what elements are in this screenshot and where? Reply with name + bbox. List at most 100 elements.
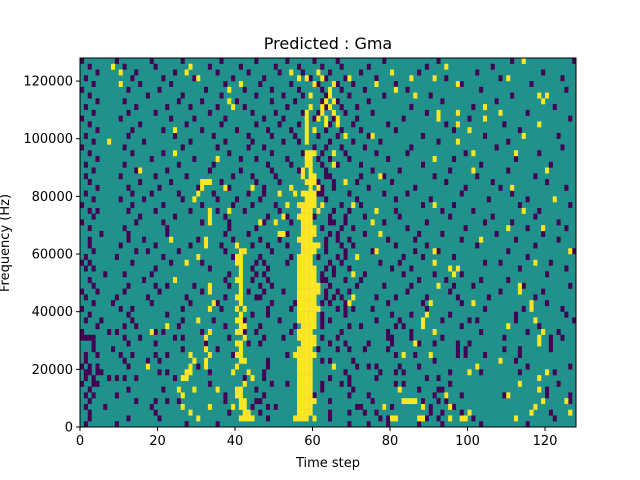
heatmap-cell-low [258, 282, 263, 289]
heatmap-cell-low [258, 236, 263, 243]
heatmap-cell-high [312, 311, 317, 318]
heatmap-cell-high [304, 317, 309, 324]
heatmap-cell-low [483, 132, 488, 139]
heatmap-cell-low [114, 375, 119, 382]
heatmap-cell-high [207, 288, 212, 295]
heatmap-cell-low [362, 213, 367, 220]
heatmap-cell-high [308, 311, 313, 318]
heatmap-cell-low [436, 58, 441, 64]
heatmap-cell-high [308, 403, 313, 410]
heatmap-cell-high [304, 328, 309, 335]
heatmap-cell-high [308, 202, 313, 209]
heatmap-cell-high [227, 98, 232, 105]
heatmap-cell-high [537, 386, 542, 393]
heatmap-cell-low [180, 334, 185, 341]
heatmap-cell-low [568, 392, 573, 399]
heatmap-cell-low [343, 300, 348, 307]
heatmap-cell-high [281, 230, 286, 237]
heatmap-cell-low [227, 184, 232, 191]
heatmap-cell-low [87, 409, 92, 416]
heatmap-cell-low [188, 207, 193, 214]
heatmap-cell-low [401, 115, 406, 122]
heatmap-cell-low [223, 81, 228, 87]
heatmap-cell-high [308, 173, 313, 180]
heatmap-cell-low [262, 369, 267, 376]
heatmap-cell-low [83, 352, 88, 358]
heatmap-cell-low [289, 254, 294, 260]
heatmap-cell-low [502, 346, 507, 353]
heatmap-cell-low [362, 86, 367, 93]
heatmap-cell-low [347, 92, 352, 99]
heatmap-cell-low [335, 254, 340, 260]
heatmap-cell-high [235, 317, 240, 324]
heatmap-cell-low [328, 282, 333, 289]
heatmap-cell-low [165, 311, 170, 318]
heatmap-cell-low [502, 334, 507, 341]
heatmap-cell-high [184, 259, 189, 266]
heatmap-cell-low [238, 63, 243, 70]
heatmap-cell-low [235, 127, 240, 134]
heatmap-cell-high [297, 392, 302, 399]
heatmap-cell-low [80, 219, 85, 226]
heatmap-cell-high [304, 190, 309, 197]
heatmap-cell-low [572, 58, 577, 64]
heatmap-cell-high [320, 109, 325, 116]
heatmap-cell-low [219, 179, 224, 185]
heatmap-cell-low [118, 352, 123, 358]
heatmap-cell-low [273, 202, 278, 209]
heatmap-cell-low [165, 282, 170, 289]
heatmap-cell-low [83, 161, 88, 168]
heatmap-cell-low [114, 421, 119, 428]
heatmap-cell-low [188, 242, 193, 249]
heatmap-cell-low [250, 202, 255, 209]
heatmap-cell-low [328, 415, 333, 422]
heatmap-cell-low [142, 236, 147, 243]
heatmap-cell-high [297, 277, 302, 284]
heatmap-cell-low [355, 196, 360, 203]
heatmap-cell-low [343, 311, 348, 318]
heatmap-cell-low [227, 409, 232, 416]
heatmap-cell-high [300, 380, 305, 387]
x-tick-label: 0 [76, 434, 84, 449]
heatmap-cell-low [413, 184, 418, 191]
heatmap-cell-low [343, 305, 348, 312]
heatmap-cell-low [87, 63, 92, 70]
heatmap-cell-low [254, 259, 259, 266]
heatmap-cell-high [192, 386, 197, 393]
heatmap-cell-low [335, 346, 340, 353]
heatmap-cell-high [304, 161, 309, 168]
heatmap-cell-high [304, 156, 309, 162]
heatmap-cell-high [238, 328, 243, 335]
heatmap-cell-low [231, 202, 236, 209]
heatmap-cell-high [417, 415, 422, 422]
heatmap-cell-high [188, 409, 193, 416]
heatmap-cell-low [285, 156, 290, 162]
heatmap-cell-low [122, 63, 127, 70]
heatmap-cell-low [490, 63, 495, 70]
heatmap-cell-high [308, 265, 313, 272]
heatmap-cell-high [297, 369, 302, 376]
heatmap-cell-high [304, 254, 309, 260]
heatmap-cell-high [467, 409, 472, 416]
heatmap-cell-low [335, 288, 340, 295]
heatmap-cell-low [176, 248, 181, 255]
heatmap-cell-high [300, 282, 305, 289]
heatmap-cell-high [514, 150, 519, 157]
heatmap-cell-low [262, 259, 267, 266]
heatmap-cell-high [300, 271, 305, 278]
heatmap-cell-low [285, 380, 290, 387]
heatmap-cell-low [386, 236, 391, 243]
heatmap-cell-high [204, 357, 209, 364]
heatmap-cell-high [331, 150, 336, 157]
heatmap-cell-low [401, 254, 406, 260]
heatmap-cell-low [556, 328, 561, 335]
heatmap-cell-low [316, 156, 321, 162]
heatmap-cell-high [308, 357, 313, 364]
heatmap-cell-high [308, 196, 313, 203]
heatmap-cell-low [165, 104, 170, 111]
heatmap-cell-high [300, 294, 305, 301]
heatmap-cell-low [351, 81, 356, 87]
heatmap-cell-high [204, 179, 209, 185]
heatmap-cell-high [238, 392, 243, 399]
heatmap-cell-high [223, 184, 228, 191]
